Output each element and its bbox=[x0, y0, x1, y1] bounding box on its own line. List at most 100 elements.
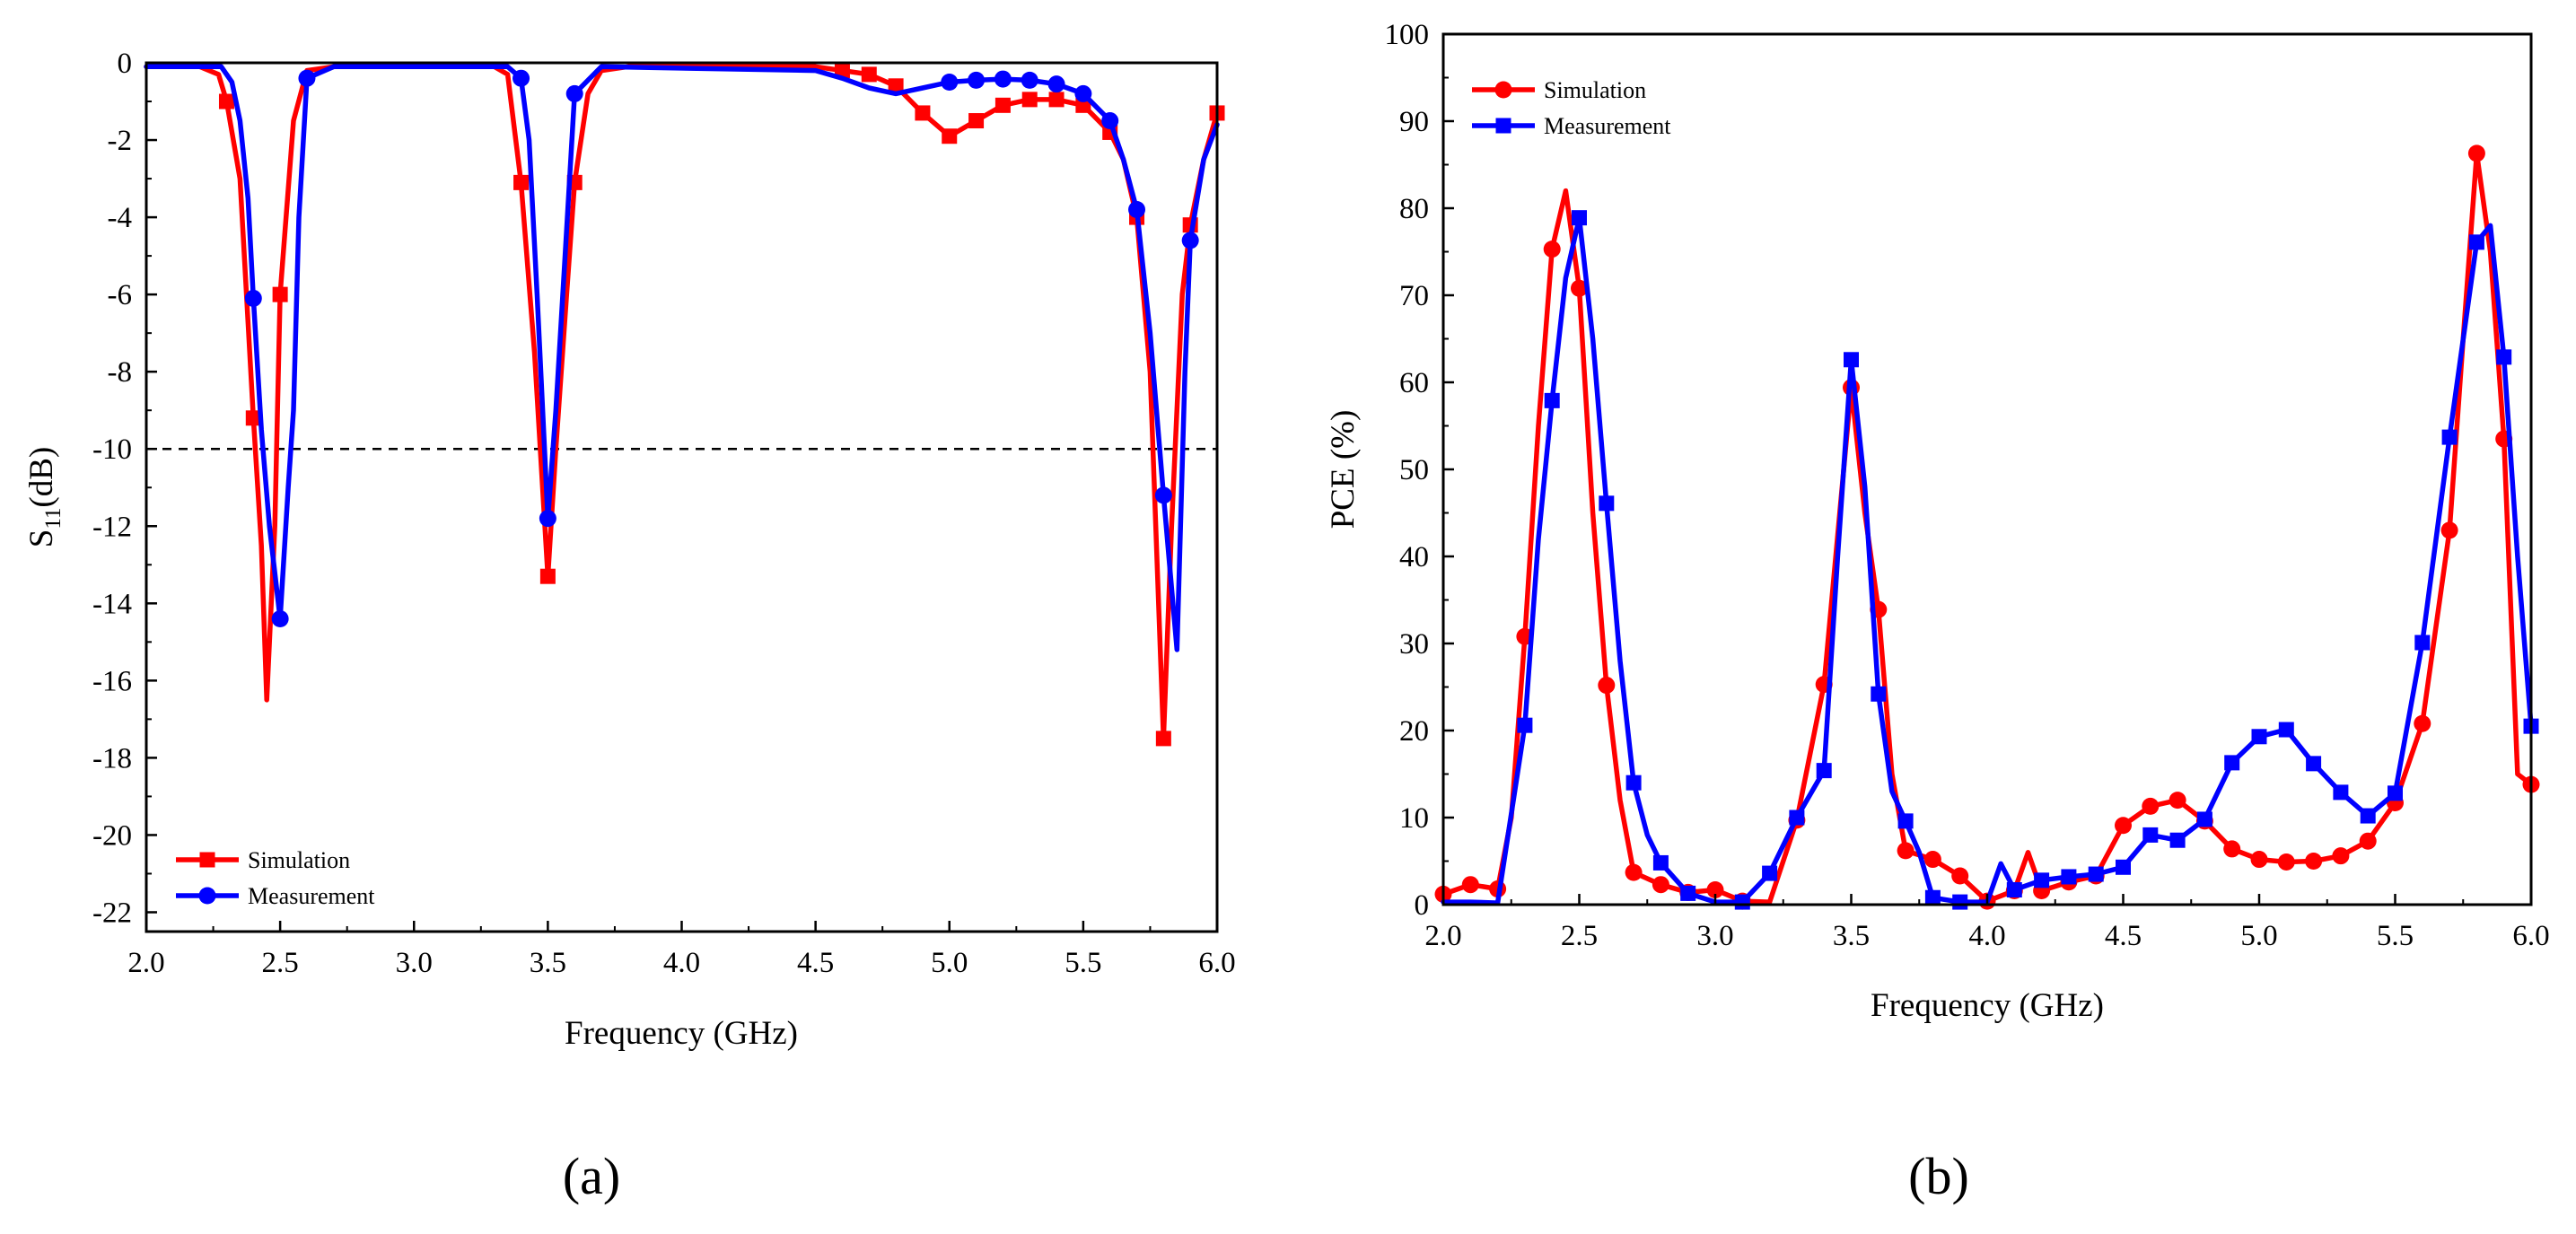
legend-label: Measurement bbox=[248, 883, 375, 909]
measurement-marker bbox=[1897, 813, 1914, 829]
simulation-marker bbox=[1021, 92, 1038, 108]
simulation-marker bbox=[272, 286, 288, 302]
measurement-marker bbox=[2251, 729, 2267, 745]
x-tick-label: 5.0 bbox=[2240, 920, 2277, 952]
x-tick-label: 6.0 bbox=[1198, 947, 1235, 979]
simulation-marker bbox=[1652, 876, 1669, 894]
simulation-marker bbox=[1625, 863, 1643, 881]
measurement-marker bbox=[1181, 232, 1199, 249]
measurement-marker bbox=[1952, 894, 1968, 910]
simulation-marker bbox=[1461, 876, 1479, 894]
y-tick-label: 50 bbox=[1399, 454, 1429, 486]
measurement-marker bbox=[2061, 869, 2077, 885]
measurement-marker bbox=[1844, 352, 1859, 368]
measurement-line bbox=[1441, 214, 2534, 906]
panel-label-a: (a) bbox=[563, 1147, 620, 1205]
tick-layer-b: 2.0 2.5 3.0 3.5 4.0 4.5 5.0 5.5 6.0 0 10 20 30 40 50 60… bbox=[1385, 19, 2550, 952]
y-tick-label: 10 bbox=[1399, 802, 1429, 835]
y-tick-label: 80 bbox=[1399, 193, 1429, 225]
y-tick-label: 40 bbox=[1399, 541, 1429, 573]
simulation-marker bbox=[513, 174, 530, 190]
measurement-marker bbox=[513, 69, 530, 87]
legend-swatch-marker bbox=[199, 852, 215, 868]
measurement-marker bbox=[1652, 854, 1669, 871]
chart-b: 2.0 2.5 3.0 3.5 4.0 4.5 5.0 5.5 6.0 0 10 20 30 40 50 60… bbox=[1325, 19, 2550, 1205]
y-tick-label: -14 bbox=[92, 588, 132, 620]
simulation-marker bbox=[1897, 842, 1914, 860]
measurement-line bbox=[144, 64, 1220, 652]
simulation-marker bbox=[2332, 847, 2350, 865]
measurement-marker bbox=[2496, 349, 2512, 365]
measurement-marker bbox=[1021, 71, 1038, 89]
y-axis-title-b: PCE (%) bbox=[1325, 410, 1362, 529]
measurement-marker bbox=[271, 610, 289, 628]
simulation-marker bbox=[2359, 832, 2377, 850]
x-tick-label: 5.5 bbox=[2377, 920, 2414, 952]
simulation-marker bbox=[2142, 797, 2160, 815]
x-tick-label: 2.5 bbox=[1561, 920, 1598, 952]
legend-item-simulation: Simulation bbox=[1472, 77, 1646, 103]
measurement-marker bbox=[2441, 429, 2458, 445]
measurement-marker bbox=[1762, 865, 1778, 881]
x-tick-label: 3.5 bbox=[530, 947, 566, 979]
y-tick-label: 30 bbox=[1399, 628, 1429, 661]
y-tick-label: -10 bbox=[92, 433, 132, 466]
x-axis-title-b: Frequency (GHz) bbox=[1871, 987, 2104, 1024]
y-tick-label: -8 bbox=[108, 356, 133, 389]
x-tick-label: 5.5 bbox=[1065, 947, 1101, 979]
simulation-marker bbox=[1951, 867, 1969, 885]
y-axis-title-unit-a: (dB) bbox=[23, 447, 60, 508]
y-axis-title-sub-a: 11 bbox=[41, 508, 66, 529]
simulation-marker bbox=[2223, 840, 2241, 858]
y-tick-label: -22 bbox=[92, 897, 132, 929]
measurement-marker bbox=[1517, 717, 1533, 733]
legend-item-measurement: Measurement bbox=[176, 883, 375, 909]
y-tick-label: -20 bbox=[92, 819, 132, 852]
x-tick-label: 6.0 bbox=[2512, 920, 2549, 952]
simulation-marker bbox=[1543, 241, 1561, 258]
measurement-marker bbox=[2006, 882, 2022, 898]
legend-swatch-marker bbox=[198, 887, 216, 905]
series-layer-b bbox=[1434, 144, 2540, 910]
simulation-marker bbox=[2440, 521, 2458, 539]
simulation-marker bbox=[2305, 853, 2323, 870]
measurement-marker bbox=[2306, 756, 2322, 772]
y-tick-label: 20 bbox=[1399, 715, 1429, 748]
measurement-marker bbox=[2224, 755, 2240, 771]
simulation-marker bbox=[942, 128, 958, 144]
simulation-marker bbox=[2467, 144, 2485, 162]
measurement-marker bbox=[1074, 84, 1092, 102]
measurement-marker bbox=[1625, 775, 1642, 791]
measurement-marker bbox=[2388, 785, 2403, 801]
measurement-marker bbox=[2196, 811, 2212, 827]
measurement-marker bbox=[2414, 635, 2431, 651]
x-tick-label: 5.0 bbox=[931, 947, 968, 979]
measurement-marker bbox=[1680, 885, 1696, 901]
simulation-marker bbox=[1598, 677, 1616, 695]
measurement-marker bbox=[565, 84, 583, 102]
legend-label: Measurement bbox=[1544, 113, 1671, 139]
measurement-marker bbox=[2169, 832, 2186, 848]
measurement-marker bbox=[2142, 827, 2159, 843]
measurement-marker bbox=[1599, 495, 1615, 512]
x-tick-label: 3.0 bbox=[1696, 920, 1733, 952]
simulation-marker bbox=[2414, 714, 2431, 732]
x-tick-label: 3.0 bbox=[396, 947, 433, 979]
measurement-marker bbox=[941, 74, 959, 92]
measurement-marker bbox=[2468, 234, 2484, 250]
y-tick-label: -18 bbox=[92, 742, 132, 775]
measurement-marker bbox=[1871, 686, 1887, 702]
x-axis-title-a: Frequency (GHz) bbox=[565, 1015, 798, 1052]
measurement-marker bbox=[2034, 872, 2050, 888]
simulation-marker bbox=[2115, 817, 2132, 835]
simulation-line bbox=[1441, 151, 2534, 905]
measurement-marker bbox=[244, 289, 262, 307]
x-tick-label: 3.5 bbox=[1833, 920, 1870, 952]
measurement-marker bbox=[1047, 75, 1065, 93]
measurement-marker bbox=[2333, 784, 2349, 801]
simulation-marker bbox=[968, 113, 985, 129]
simulation-marker bbox=[994, 97, 1011, 113]
measurement-marker bbox=[2116, 859, 2131, 875]
legend-item-measurement: Measurement bbox=[1472, 113, 1671, 139]
